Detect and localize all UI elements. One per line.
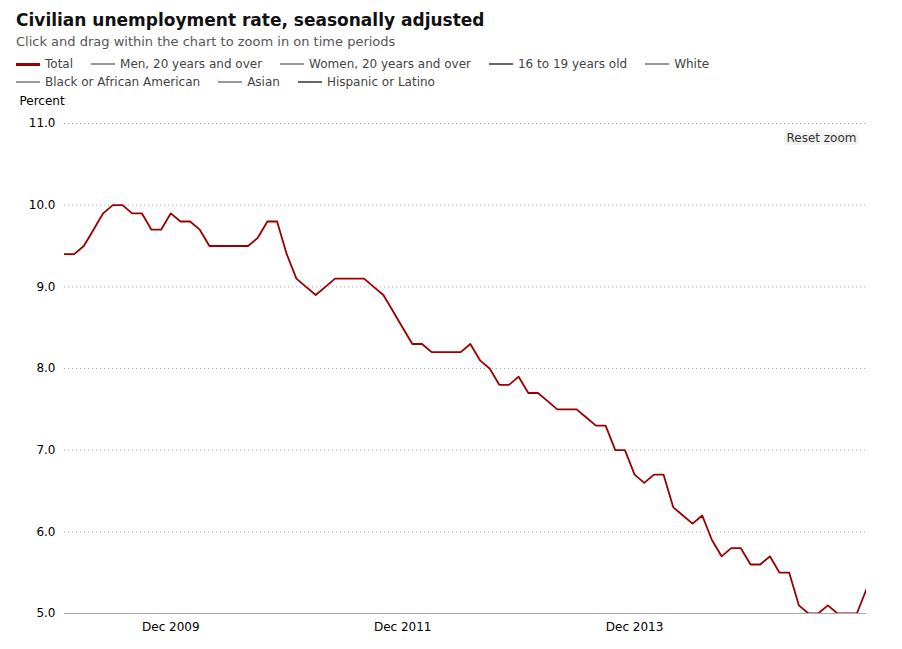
- html-text:Men, 20 years and over: Men, 20 years and over: [120, 57, 263, 71]
- html-text:White: White: [674, 57, 709, 71]
- html-text:Hispanic or Latino: Hispanic or Latino: [326, 75, 435, 89]
- svg-text:5.0: 5.0: [36, 606, 55, 620]
- svg-text:Percent: Percent: [20, 94, 65, 108]
- html-text:Women, 20 years and over: Women, 20 years and over: [309, 57, 471, 71]
- svg-text:Reset zoom: Reset zoom: [786, 131, 856, 145]
- svg-text:Dec 2009: Dec 2009: [142, 620, 200, 634]
- svg-text:Dec 2011: Dec 2011: [374, 620, 432, 634]
- html-text:Asian: Asian: [247, 75, 280, 89]
- svg-text:Dec 2013: Dec 2013: [606, 620, 664, 634]
- html-text:Total: Total: [45, 57, 73, 71]
- svg-text:9.0: 9.0: [36, 280, 55, 294]
- html-text:Civilian unemployment rate, se: Civilian unemployment rate, seasonally a…: [16, 10, 485, 30]
- svg-text:10.0: 10.0: [29, 198, 56, 212]
- svg-text:7.0: 7.0: [36, 443, 55, 457]
- html-text:Click and drag within the char: Click and drag within the chart to zoom …: [16, 34, 396, 49]
- svg-text:11.0: 11.0: [29, 116, 56, 130]
- svg-text:6.0: 6.0: [36, 525, 55, 539]
- html-text:16 to 19 years old: 16 to 19 years old: [518, 57, 628, 71]
- svg-text:8.0: 8.0: [36, 361, 55, 375]
- html-text:Black or African American: Black or African American: [45, 75, 201, 89]
